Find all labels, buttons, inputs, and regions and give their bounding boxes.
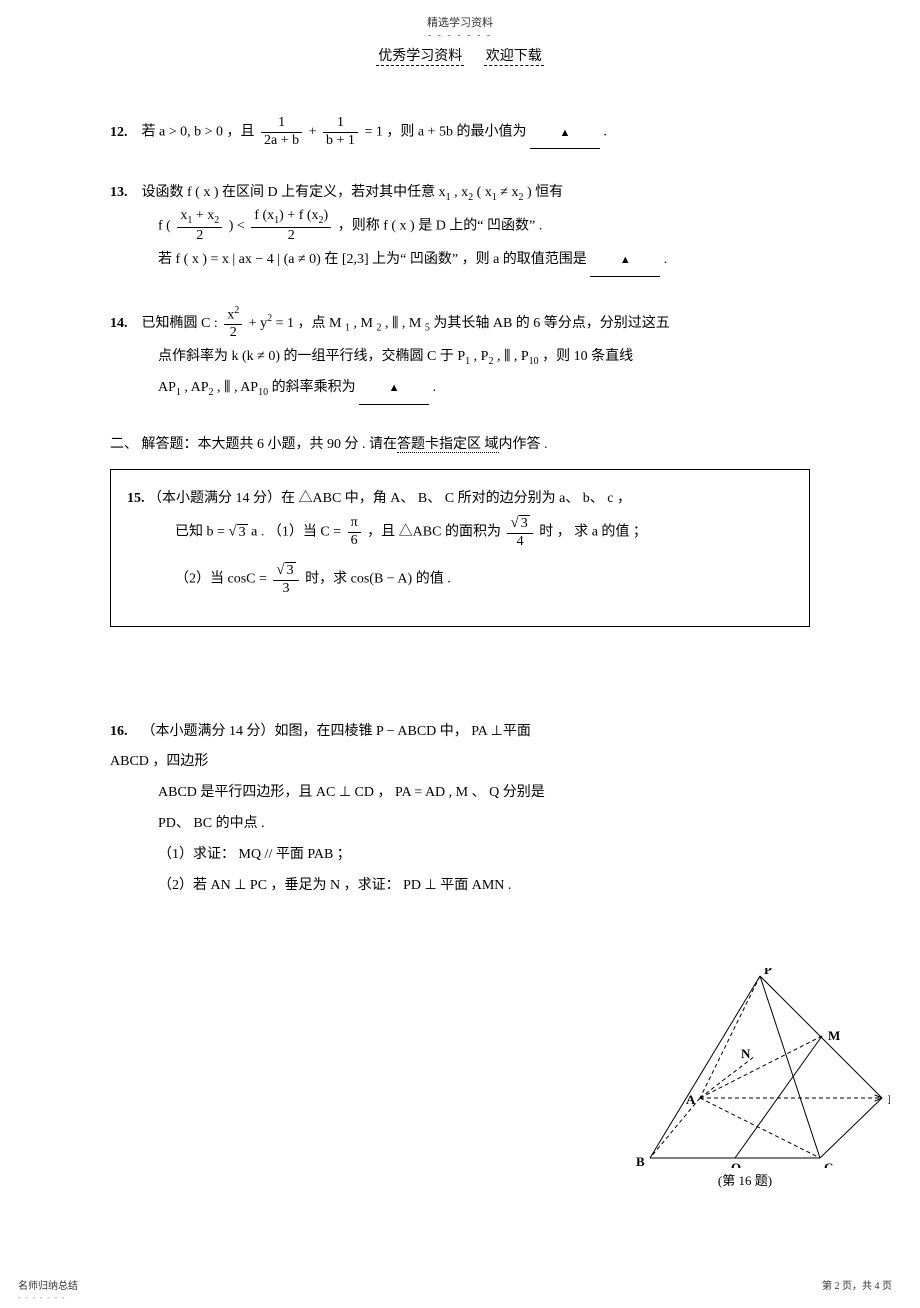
p13-line2: f ( x1 + x2 2 ) < f (x1) + f (x2) 2 ，则称 … bbox=[158, 208, 810, 245]
p13-blank: ▲ bbox=[590, 245, 660, 277]
figure-16: P M N A D B Q C (第 16 题) bbox=[600, 968, 890, 1208]
problem-16-num: 16. bbox=[110, 717, 138, 748]
p15-line2: 已知 b = √3 a . （1）当 C = π 6 ，且 △ABC 的面积为 … bbox=[175, 514, 793, 551]
svg-text:Q: Q bbox=[731, 1160, 741, 1168]
svg-text:B: B bbox=[636, 1154, 645, 1168]
top-small-header: 精选学习资料 bbox=[110, 14, 810, 30]
p12-plus: + bbox=[309, 125, 320, 140]
svg-text:P: P bbox=[764, 968, 772, 977]
p13-line3: 若 f ( x ) = x | ax − 4 | (a ≠ 0) 在 [2,3]… bbox=[158, 245, 810, 277]
problem-13: 13. 设函数 f ( x ) 在区间 D 上有定义，若对其中任意 x1 , x… bbox=[110, 178, 810, 277]
p15-line1: 15. （本小题满分 14 分）在 △ABC 中，角 A、 B、 C 所对的边分… bbox=[127, 484, 793, 515]
figure-caption: (第 16 题) bbox=[600, 1170, 890, 1189]
p15-line3: （2）当 cosC = √3 3 时，求 cos(B − A) 的值 . bbox=[175, 561, 793, 598]
p12-period: . bbox=[603, 125, 607, 140]
problem-12-num: 12. bbox=[110, 118, 138, 149]
p16-l3: （1）求证： MQ // 平面 PAB ； bbox=[158, 840, 550, 871]
header-right: 欢迎下载 bbox=[484, 49, 544, 66]
footer-dots-left: - - - - - - - bbox=[18, 1292, 65, 1302]
section-2-header: 二、 解答题：本大题共 6 小题，共 90 分 . 请在答题卡指定区 域内作答 … bbox=[110, 433, 810, 453]
p12-blank: ▲ bbox=[530, 118, 600, 150]
p16-l2: ABCD 是平行四边形，且 AC ⊥ CD ， PA = AD , M 、 Q … bbox=[158, 778, 550, 840]
svg-text:N: N bbox=[741, 1046, 751, 1061]
problem-15-box: 15. （本小题满分 14 分）在 △ABC 中，角 A、 B、 C 所对的边分… bbox=[110, 469, 810, 627]
p13-frac-rhs: f (x1) + f (x2) 2 bbox=[251, 208, 331, 245]
problem-12: 12. 若 a > 0, b > 0 ，且 1 2a + b + 1 b + 1… bbox=[110, 115, 810, 150]
p14-line3: AP1 , AP2 , ⫼ , AP10 的斜率乘积为 ▲ . bbox=[158, 373, 810, 405]
p14-frac: x2 2 bbox=[224, 305, 242, 342]
p13-l1a: 设函数 f ( x ) 在区间 D 上有定义，若对其中任意 x bbox=[142, 185, 446, 200]
p16-l4: （2）若 AN ⊥ PC ，垂足为 N ，求证： PD ⊥ 平面 AMN . bbox=[158, 871, 550, 902]
footer-right: 第 2 页，共 4 页 bbox=[822, 1277, 892, 1292]
p12-frac1: 1 2a + b bbox=[261, 115, 302, 150]
header-left: 优秀学习资料 bbox=[376, 49, 464, 66]
problem-14-num: 14. bbox=[110, 309, 138, 340]
p13-frac-arg: x1 + x2 2 bbox=[177, 208, 222, 245]
problem-16: 16. （本小题满分 14 分）如图，在四棱锥 P − ABCD 中， PA ⊥… bbox=[110, 717, 810, 902]
svg-text:M: M bbox=[828, 1028, 840, 1043]
top-dots: - - - - - - - bbox=[110, 30, 810, 41]
svg-text:D: D bbox=[888, 1092, 890, 1107]
p14-line2: 点作斜率为 k (k ≠ 0) 的一组平行线，交椭圆 C 于 P1 , P2 ,… bbox=[158, 342, 810, 373]
p15-frac2: √3 4 bbox=[507, 514, 532, 551]
footer-left: 名师归纳总结 bbox=[18, 1277, 78, 1292]
svg-text:C: C bbox=[824, 1160, 833, 1168]
svg-text:A: A bbox=[686, 1092, 696, 1107]
p12-pre: 若 a > 0, b > 0 ，且 bbox=[142, 125, 259, 140]
problem-14: 14. 已知椭圆 C : x2 2 + y2 = 1 ，点 M 1 , M 2 … bbox=[110, 305, 810, 405]
p12-eq: = 1 ，则 a + 5b 的最小值为 bbox=[364, 125, 530, 140]
p14-blank: ▲ bbox=[359, 373, 429, 405]
figure-16-svg: P M N A D B Q C bbox=[600, 968, 890, 1168]
problem-13-num: 13. bbox=[110, 178, 138, 209]
p15-frac1: π 6 bbox=[348, 515, 361, 550]
header-line: 优秀学习资料 欢迎下载 bbox=[110, 45, 810, 65]
p12-frac2: 1 b + 1 bbox=[323, 115, 358, 150]
p15-frac3: √3 3 bbox=[273, 561, 298, 598]
problem-15-num: 15. bbox=[127, 491, 145, 506]
